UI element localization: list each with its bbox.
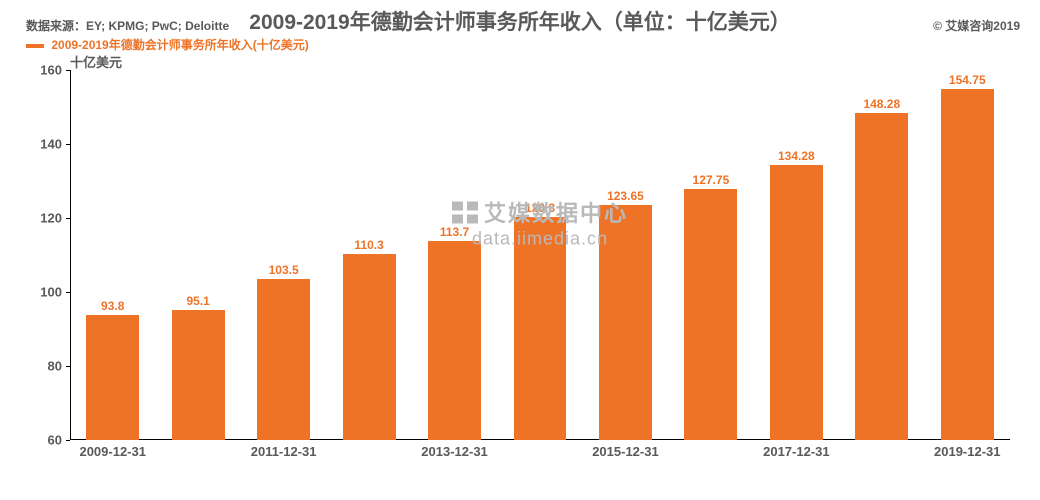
bar-value-label: 123.65 [607,189,644,203]
bar-value-label: 120.3 [525,201,555,215]
x-tick-label: 2017-12-31 [763,440,830,459]
bar: 103.5 [257,279,310,440]
bar-value-label: 110.3 [354,238,383,252]
bar-value-label: 113.7 [440,225,469,239]
x-tick-label: 2015-12-31 [592,440,659,459]
bar-value-label: 93.8 [101,299,124,313]
y-tick-mark [66,292,70,293]
copyright: © 艾媒咨询2019 [933,17,1020,34]
y-tick-mark [66,70,70,71]
x-tick-label: 2013-12-31 [421,440,488,459]
bar: 120.3 [514,217,567,440]
x-tick-label: 2011-12-31 [251,440,317,459]
bar: 154.75 [941,89,994,440]
bar: 134.28 [770,165,823,440]
legend-swatch [26,44,44,48]
y-tick-mark [66,218,70,219]
data-source: 数据来源：EY; KPMG; PwC; Deloitte [26,17,229,34]
legend: 2009-2019年德勤会计师事务所年收入(十亿美元) [26,36,309,53]
bar-value-label: 148.28 [863,97,900,111]
bar-value-label: 127.75 [693,173,730,187]
y-axis-title: 十亿美元 [70,52,122,71]
y-tick-mark [66,366,70,367]
bar: 110.3 [343,254,396,440]
bar: 148.28 [855,113,908,440]
bar: 93.8 [86,315,139,440]
bar: 113.7 [428,241,481,440]
y-axis-line [70,70,71,440]
bar-value-label: 103.5 [269,263,299,277]
y-tick-mark [66,144,70,145]
x-tick-label: 2009-12-31 [79,440,146,459]
x-tick-label: 2019-12-31 [934,440,1001,459]
bar: 95.1 [172,310,225,440]
bar-value-label: 95.1 [186,294,209,308]
bar-chart: 2009-2019年德勤会计师事务所年收入（单位：十亿美元） 2009-2019… [0,0,1040,36]
bar-value-label: 154.75 [949,73,986,87]
y-tick-mark [66,440,70,441]
legend-label: 2009-2019年德勤会计师事务所年收入(十亿美元) [51,38,308,52]
plot-area: 艾媒数据中心 data.iimedia.cn 60801001201401609… [70,70,1010,440]
bar-value-label: 134.28 [778,149,815,163]
bar: 127.75 [684,189,737,440]
bar: 123.65 [599,205,652,441]
